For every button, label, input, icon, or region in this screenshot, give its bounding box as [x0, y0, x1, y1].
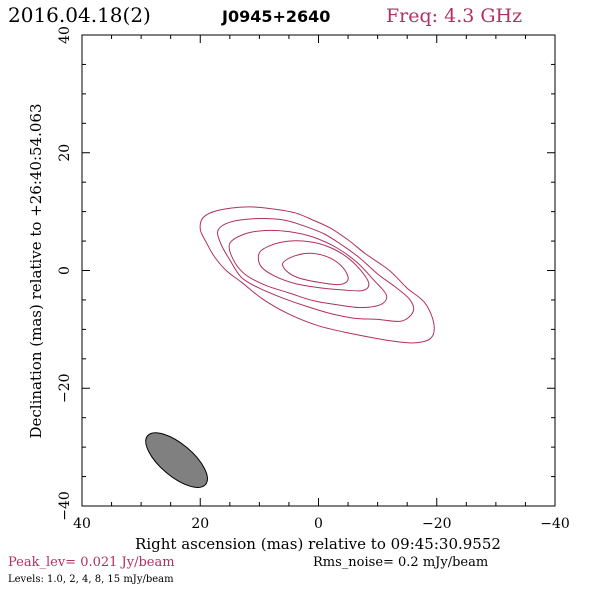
contour-level-2	[217, 218, 415, 322]
peak-level: Peak_lev= 0.021 Jy/beam	[8, 555, 175, 570]
contour-level-1	[199, 206, 435, 344]
y-tick-label: 20	[57, 144, 73, 162]
contour-level-15	[281, 252, 349, 286]
y-axis-label: Declination (mas) relative to +26:40:54.…	[27, 103, 45, 438]
y-tick-labels: −40 −20 0 20 40	[57, 26, 73, 521]
y-tick-label: −20	[57, 373, 73, 403]
contour-levels: Levels: 1.0, 2, 4, 8, 15 mJy/beam	[8, 574, 174, 585]
source-name: J0945+2640	[221, 7, 330, 26]
x-tick-label: −40	[540, 516, 570, 532]
frequency-label: Freq: 4.3 GHz	[386, 5, 522, 27]
contour-level-4	[228, 229, 388, 309]
y-tick-label: 40	[57, 26, 73, 44]
axis-ticks	[81, 34, 556, 507]
y-tick-label: −40	[57, 491, 73, 521]
x-tick-labels: 40 20 0 −20 −40	[73, 516, 570, 532]
observation-date: 2016.04.18(2)	[8, 3, 151, 27]
x-axis-label: Right ascension (mas) relative to 09:45:…	[135, 535, 501, 553]
beam-ellipse	[145, 432, 208, 488]
contour-level-8	[257, 240, 370, 292]
x-tick-label: 0	[314, 516, 323, 532]
y-tick-label: 0	[57, 266, 73, 275]
x-tick-label: −20	[422, 516, 452, 532]
x-tick-label: 20	[191, 516, 209, 532]
beam-ellipse-group	[145, 432, 208, 488]
rms-noise: Rms_noise= 0.2 mJy/beam	[313, 555, 488, 570]
contour-lines	[199, 206, 435, 344]
x-tick-label: 40	[73, 516, 91, 532]
